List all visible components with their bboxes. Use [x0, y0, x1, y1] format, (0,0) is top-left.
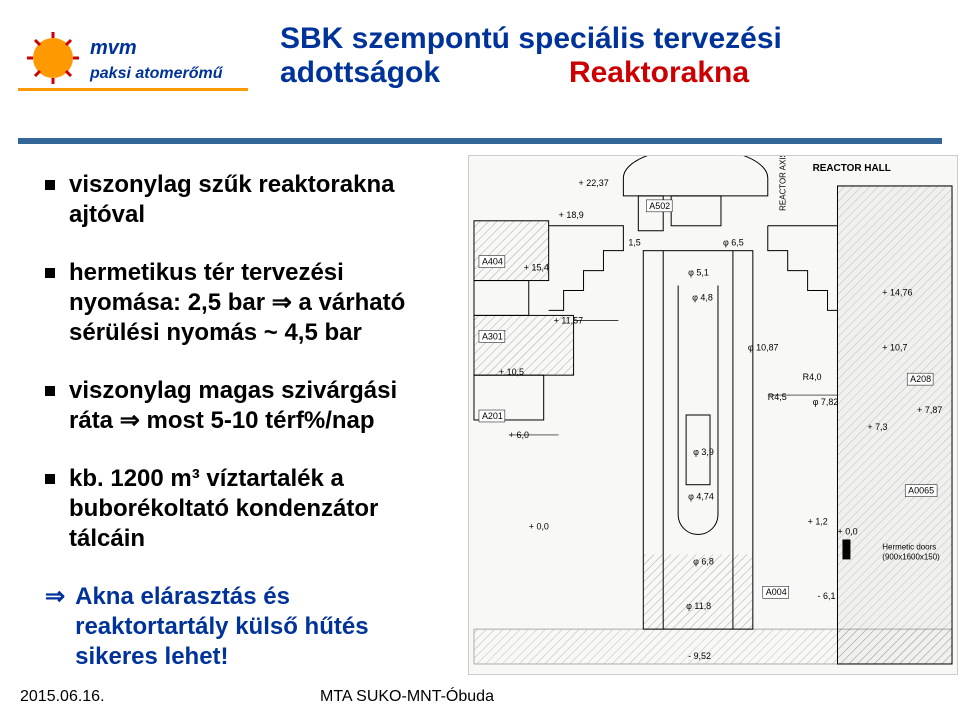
reactor-diagram: REACTOR HALL [468, 155, 958, 675]
elev-label: + 15,4 [524, 263, 549, 273]
room-label: A004 [766, 587, 787, 597]
list-item: viszonylag szűk reaktorakna ajtóval [45, 170, 445, 230]
footer-center: MTA SUKO-MNT-Óbuda [320, 688, 494, 706]
title-line2b: Reaktorakna [569, 56, 749, 89]
footer-date: 2015.06.16. [20, 688, 105, 706]
elev-label: + 0,0 [529, 522, 549, 532]
elev-label: + 7,87 [917, 405, 942, 415]
elev-label: + 10,5 [499, 367, 524, 377]
title-line1: SBK szempontú speciális tervezési [280, 22, 930, 56]
bullet-text: viszonylag magas szivárgási ráta ⇒ most … [69, 376, 445, 436]
dim-label: 1,5 [628, 238, 640, 248]
room-label: A404 [482, 257, 503, 267]
dim-label: R4,5 [768, 392, 787, 402]
company-logo: mvm paksi atomerőmű [18, 30, 248, 115]
elev-label: - 6,1 [818, 591, 836, 601]
bullet-icon [45, 386, 55, 396]
reactor-hall-label: REACTOR HALL [813, 163, 891, 174]
dim-label: φ 6,8 [693, 556, 714, 566]
list-item: kb. 1200 m³ víztartalék a buborékoltató … [45, 464, 445, 554]
bullet-text: hermetikus tér tervezési nyomása: 2,5 ba… [69, 258, 445, 348]
conclusion-item: ⇒ Akna elárasztás és reaktortartály küls… [45, 582, 445, 672]
list-item: viszonylag magas szivárgási ráta ⇒ most … [45, 376, 445, 436]
dim-label: φ 11,8 [686, 601, 711, 611]
bullet-text: viszonylag szűk reaktorakna ajtóval [69, 170, 445, 230]
dim-label: φ 7,82 [813, 397, 839, 407]
dim-label: - 9,52 [688, 651, 711, 661]
dim-label: φ 6,5 [723, 238, 744, 248]
bullet-icon [45, 474, 55, 484]
bullet-text: kb. 1200 m³ víztartalék a buborékoltató … [69, 464, 445, 554]
room-label: A208 [910, 374, 931, 384]
bullet-icon [45, 180, 55, 190]
dim-label: φ 4,8 [692, 292, 713, 302]
elev-label: + 0,0 [837, 527, 857, 537]
logo-text-bottom: paksi atomerőmű [89, 65, 224, 82]
note-label: Hermetic doors [882, 542, 936, 551]
conclusion-text: Akna elárasztás és reaktortartály külső … [75, 582, 445, 672]
dim-label: φ 10,87 [748, 342, 779, 352]
elev-label: + 14,76 [882, 287, 912, 297]
room-label: A502 [649, 201, 670, 211]
room-label: A201 [482, 411, 503, 421]
bullet-list: viszonylag szűk reaktorakna ajtóval herm… [45, 170, 445, 692]
elev-label: + 7,3 [867, 422, 887, 432]
list-item: hermetikus tér tervezési nyomása: 2,5 ba… [45, 258, 445, 348]
room-label: A301 [482, 331, 503, 341]
header-divider [18, 138, 942, 144]
elev-label: + 18,9 [559, 210, 584, 220]
dim-label: φ 4,74 [688, 492, 714, 502]
slide-title: SBK szempontú speciális tervezési adotts… [280, 22, 930, 90]
title-line2a: adottságok [280, 56, 440, 89]
logo-text-top: mvm [90, 37, 137, 59]
dim-label: R4,0 [803, 372, 822, 382]
room-label: A0065 [908, 486, 934, 496]
elev-label: + 10,7 [882, 342, 907, 352]
elev-label: + 1,2 [808, 517, 828, 527]
axis-label: REACTOR AXIS [779, 156, 788, 211]
elev-label: + 22,37 [579, 178, 609, 188]
bullet-icon [45, 268, 55, 278]
diagram-svg: REACTOR HALL [469, 156, 957, 674]
note-dims: (900x1600x150) [882, 552, 940, 561]
dim-label: φ 3,9 [693, 447, 714, 457]
arrow-icon: ⇒ [45, 582, 65, 612]
slide-header: mvm paksi atomerőmű SBK szempontú speciá… [0, 10, 960, 145]
logo-svg: mvm paksi atomerőmű [18, 30, 248, 110]
dim-label: φ 5,1 [688, 268, 709, 278]
